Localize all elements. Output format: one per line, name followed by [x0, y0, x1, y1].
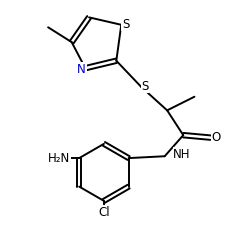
Text: N: N	[77, 63, 86, 76]
Text: H₂N: H₂N	[48, 152, 70, 165]
Text: S: S	[122, 18, 130, 31]
Text: O: O	[212, 131, 221, 144]
Text: Cl: Cl	[98, 206, 110, 218]
Text: NH: NH	[173, 148, 191, 161]
Text: S: S	[141, 80, 148, 93]
